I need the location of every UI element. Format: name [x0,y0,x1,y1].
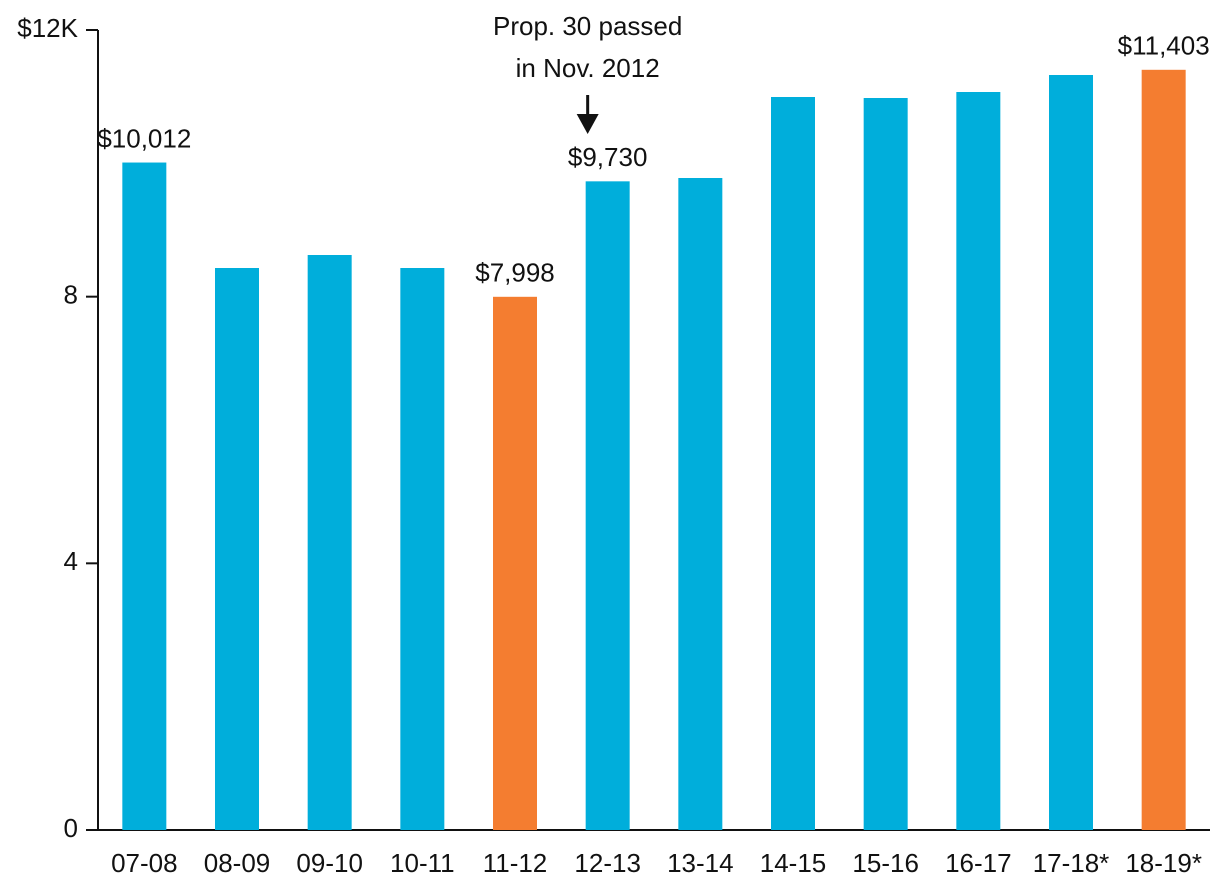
x-tick-label: 07-08 [111,848,178,878]
x-tick-label: 15-16 [852,848,919,878]
x-tick-label: 14-15 [760,848,827,878]
value-label: $7,998 [475,258,555,288]
x-tick-label: 11-12 [483,848,548,878]
value-label: $11,403 [1118,31,1210,61]
bar [307,255,352,830]
y-tick-label: 8 [64,280,78,310]
bar [863,98,908,830]
x-tick-label: 16-17 [945,848,1012,878]
bar [1141,69,1186,831]
bar [1049,75,1093,830]
bar [215,268,259,830]
y-tick-label: $12K [17,13,78,43]
x-tick-label: 10-11 [390,848,455,878]
annotation: Prop. 30 passed [493,11,682,41]
bar [493,296,537,830]
annotation-arrowhead [576,114,599,134]
value-label: $9,730 [568,142,648,172]
y-tick-label: 0 [64,813,78,843]
bar [956,92,1001,830]
y-tick-label: 4 [64,546,78,576]
value-label: $10,012 [97,123,191,153]
x-tick-label: 12-13 [574,848,641,878]
bar [771,97,815,830]
bar [400,268,445,830]
bar [585,181,630,831]
x-tick-label: 13-14 [667,848,734,878]
x-tick-label: 08-09 [204,848,271,878]
x-tick-label: 09-10 [296,848,363,878]
bar [122,162,167,831]
bar [678,178,723,830]
annotation: in Nov. 2012 [516,53,660,83]
x-tick-label: 18-19* [1125,848,1202,878]
x-tick-label: 17-18* [1033,848,1110,878]
